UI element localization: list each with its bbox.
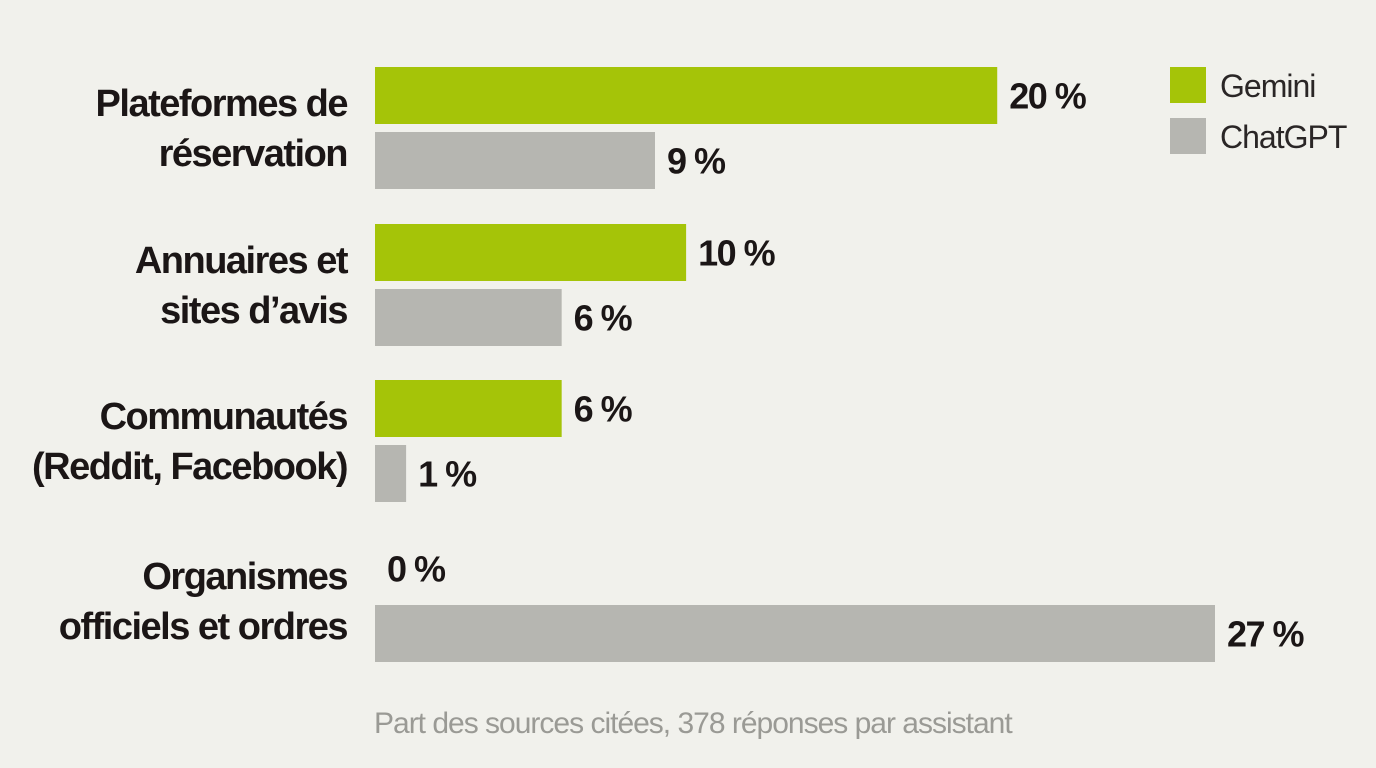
- legend-label-gemini: Gemini: [1220, 68, 1315, 104]
- category-label: réservation: [159, 133, 347, 175]
- chart-caption: Part des sources citées, 378 réponses pa…: [374, 707, 1013, 740]
- value-labels: 20 % 9 % 10 % 6 % 6 % 1 % 0 % 27 %: [387, 76, 1306, 655]
- legend-swatch-gemini: [1170, 67, 1206, 103]
- category-label: Plateformes de: [96, 83, 348, 125]
- category-label: Annuaires et: [135, 240, 349, 282]
- category-labels: Plateformes de réservation Annuaires et sit…: [32, 83, 350, 648]
- value-label: 6 %: [574, 389, 633, 430]
- legend-label-chatgpt: ChatGPT: [1220, 119, 1347, 155]
- bar-chatgpt: [375, 445, 407, 502]
- category-label: officiels et ordres: [59, 606, 348, 648]
- bar-chatgpt: [375, 605, 1215, 662]
- value-label: 27 %: [1227, 614, 1305, 655]
- bar-chatgpt: [375, 289, 562, 346]
- bar-gemini: [375, 67, 998, 124]
- bar-gemini: [375, 380, 562, 437]
- bar-chatgpt: [375, 132, 655, 189]
- value-label: 1 %: [418, 454, 477, 495]
- category-label: Organismes: [142, 556, 347, 598]
- value-label: 9 %: [667, 141, 726, 182]
- legend: Gemini ChatGPT: [1170, 67, 1348, 155]
- category-label: sites d’avis: [160, 290, 347, 332]
- value-label: 20 %: [1009, 76, 1087, 117]
- value-label: 10 %: [698, 233, 776, 274]
- bar-gemini: [375, 224, 687, 281]
- value-label: 0 %: [387, 549, 446, 590]
- legend-swatch-chatgpt: [1170, 118, 1206, 154]
- category-label: Communautés: [100, 396, 348, 438]
- value-label: 6 %: [574, 298, 633, 339]
- category-label: (Reddit, Facebook): [32, 446, 347, 488]
- bars: [375, 67, 1215, 662]
